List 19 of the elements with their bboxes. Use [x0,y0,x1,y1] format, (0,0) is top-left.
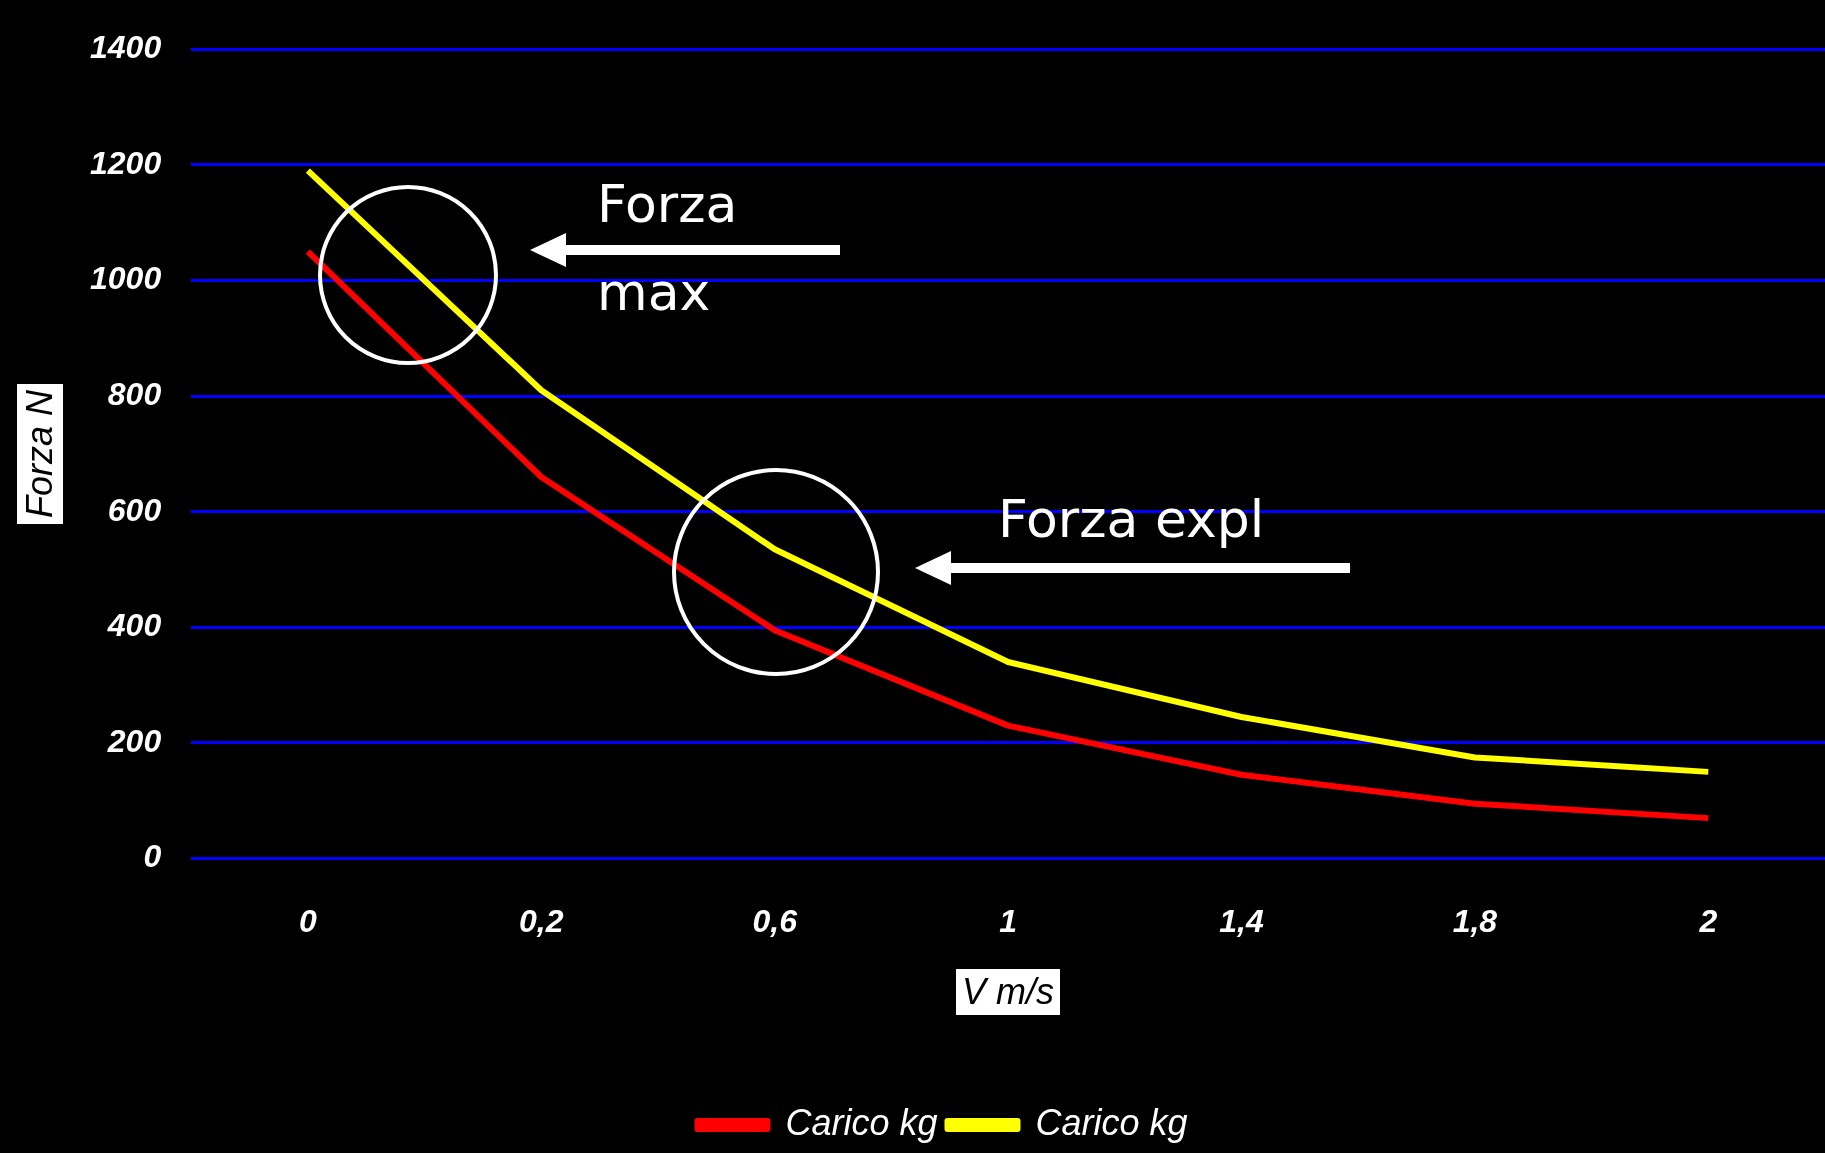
x-tick-label: 0 [298,902,317,939]
y-axis-title: Forza N [17,383,64,524]
x-tick-label: 1,8 [1452,902,1498,939]
y-tick-label: 600 [107,491,162,528]
y-tick-label: 400 [106,607,162,644]
x-tick-label: 1,4 [1219,902,1264,939]
x-tick-label: 1 [999,902,1017,939]
y-tick-label: 200 [106,722,162,759]
x-tick-label: 0,6 [752,902,798,939]
y-tick-label: 0 [143,838,162,875]
legend-label: Carico kg [1035,1102,1188,1144]
y-tick-label: 1200 [90,144,162,181]
y-tick-label: 1000 [90,260,162,297]
x-axis-title: V m/s [956,968,1061,1015]
x-tick-label: 0,2 [519,902,564,939]
y-tick-label: 800 [107,375,162,412]
legend-label: Carico kg [785,1102,938,1144]
x-tick-label: 2 [1698,902,1718,939]
y-tick-label: 1400 [90,29,162,66]
